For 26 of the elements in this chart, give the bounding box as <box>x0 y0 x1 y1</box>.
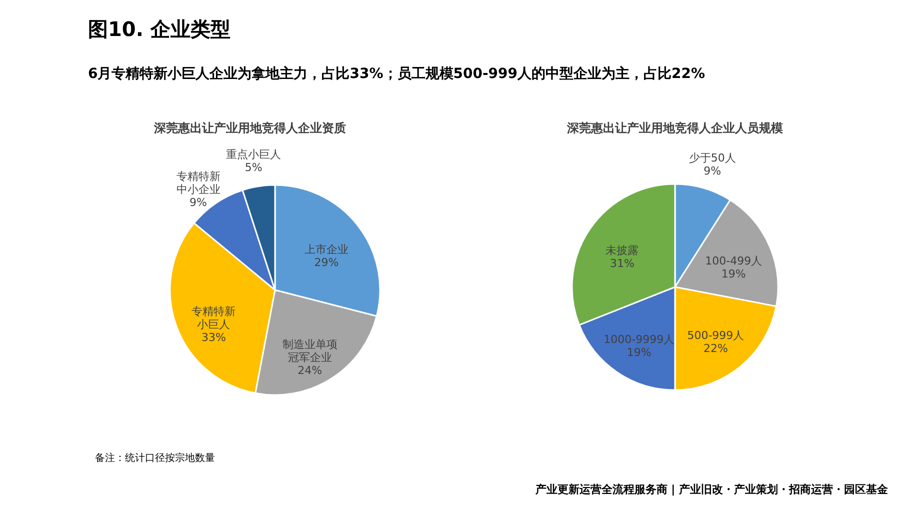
data-label: 31% <box>610 257 634 270</box>
data-label: 19% <box>626 346 652 359</box>
text: 产业更新运营全流程服务商 | 产业旧改・产业策划・招商运营・园区基金 <box>534 483 889 496</box>
data-label: 5% <box>244 161 262 174</box>
data-label: 29% <box>314 256 339 270</box>
slice-label: 制造业单项冠军企业 <box>282 338 338 364</box>
chart-title: 深莞惠出让产业用地竞得人企业人员规模 <box>566 121 783 135</box>
data-label: 22% <box>703 342 728 356</box>
slice-label: 专精特新中小企业 <box>176 170 220 196</box>
slice-label: 500-999人 <box>687 329 744 342</box>
slice-label: 100-499人 <box>705 254 762 268</box>
text: 备注：统计口径按宗地数量 <box>95 452 215 464</box>
caption: 图10. 企业类型 <box>88 17 230 41</box>
slice-label: 少于50人 <box>688 151 736 164</box>
slice-label: 专精特新小巨人 <box>192 305 236 332</box>
data-label: 19% <box>721 268 746 281</box>
slice-label: 1000-9999人 <box>604 332 675 346</box>
data-label: 33% <box>202 331 226 344</box>
data-label: 9% <box>190 196 207 210</box>
slice-label: 重点小巨人 <box>226 148 282 162</box>
slice-label: 上市企业 <box>304 243 348 256</box>
data-label: 24% <box>298 364 322 377</box>
chart-title: 深莞惠出让产业用地竞得人企业资质 <box>153 121 346 135</box>
slice-label: 未披露 <box>606 244 639 258</box>
data-label: 9% <box>704 164 722 178</box>
text: 6月专精特新小巨人企业为拿地主力，占比33%；员工规模500-999人的中型企业为主，占比22% <box>88 65 706 82</box>
